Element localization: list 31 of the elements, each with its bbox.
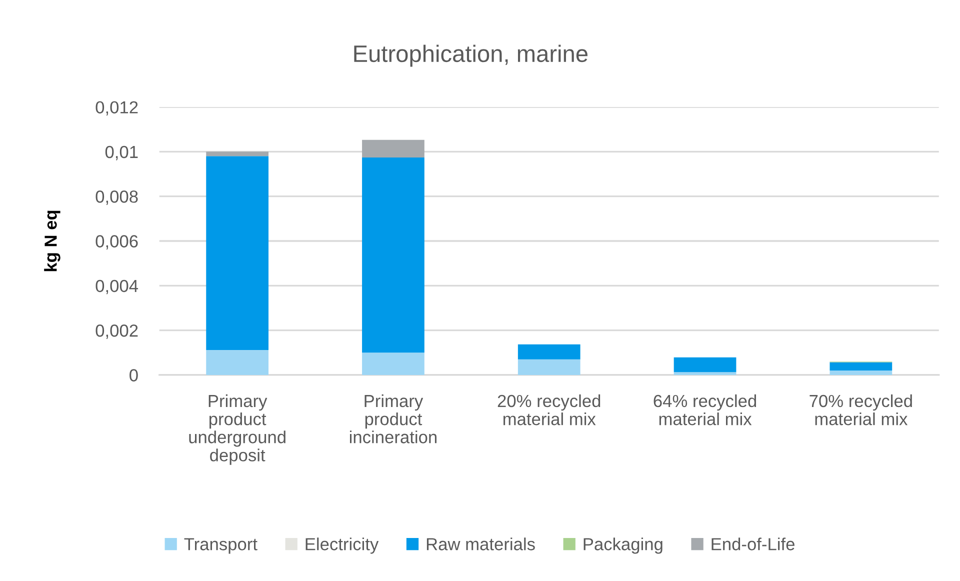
legend-label: End-of-Life bbox=[712, 538, 794, 550]
bar bbox=[674, 357, 736, 372]
y-tick-label: 0 bbox=[130, 369, 138, 382]
bar bbox=[830, 370, 892, 375]
bar bbox=[206, 350, 268, 375]
bar bbox=[206, 156, 268, 350]
bar bbox=[518, 344, 580, 360]
y-tick-label: 0,01 bbox=[105, 146, 138, 160]
legend-label: Transport bbox=[184, 538, 258, 554]
legend-label: Raw materials bbox=[426, 538, 535, 550]
y-tick-label: 0,006 bbox=[96, 235, 138, 250]
bar bbox=[362, 140, 424, 158]
y-tick-label: 0,008 bbox=[96, 190, 138, 205]
bar bbox=[362, 352, 424, 375]
x-tick-label: 64% recycled material mix bbox=[654, 394, 756, 426]
x-tick-label: Primary product incineration bbox=[350, 394, 436, 444]
legend-label: Electricity bbox=[306, 538, 379, 554]
y-tick-label: 0,012 bbox=[96, 101, 138, 116]
y-tick-label: 0,002 bbox=[96, 324, 138, 339]
x-tick-label: 20% recycled material mix bbox=[498, 394, 600, 426]
x-tick-label: Primary product underground deposit bbox=[189, 394, 286, 465]
y-tick-label: 0,004 bbox=[96, 280, 138, 294]
bar bbox=[362, 157, 424, 353]
y-axis-title: kg N eq bbox=[44, 210, 60, 272]
bar bbox=[830, 362, 892, 371]
x-tick-label: 70% recycled material mix bbox=[810, 394, 912, 426]
bar bbox=[206, 152, 268, 156]
chart-title: Eutrophication, marine bbox=[354, 44, 588, 67]
bar bbox=[674, 372, 736, 375]
legend-label: Packaging bbox=[584, 538, 662, 554]
bar bbox=[518, 359, 580, 375]
